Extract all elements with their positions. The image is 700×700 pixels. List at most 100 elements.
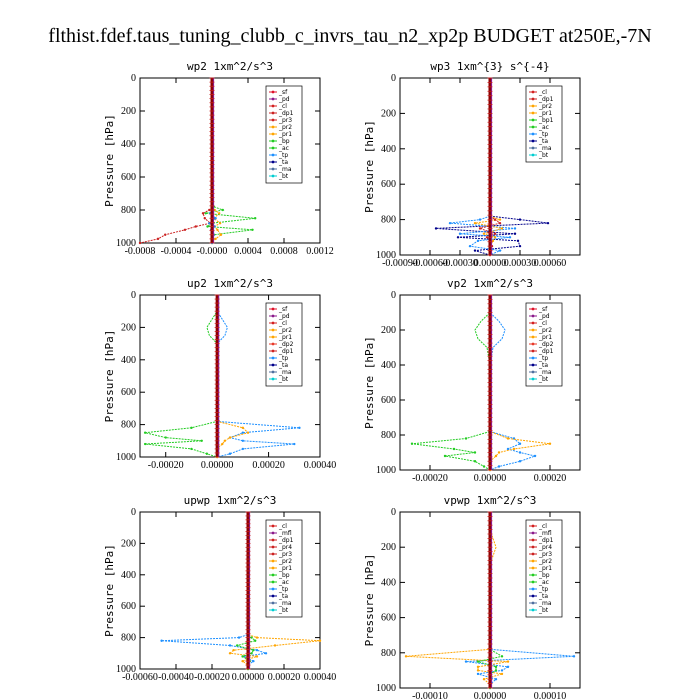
series-line-tp xyxy=(449,78,516,256)
legend-label: _ac xyxy=(278,579,289,586)
legend-marker xyxy=(531,139,535,143)
y-tick-label: 1000 xyxy=(116,664,136,675)
legend-label: _cl xyxy=(538,89,547,96)
x-tick-label: 0.00060 xyxy=(534,258,567,269)
series-point-pr1 xyxy=(255,655,259,658)
series-point-bp xyxy=(254,217,257,220)
series-point-dp1 xyxy=(194,225,197,228)
panel-title: up2 1xm^2/s^3 xyxy=(187,277,273,290)
panel-title: vpwp 1xm^2/s^3 xyxy=(444,494,537,507)
series-point-pr2 xyxy=(223,439,227,442)
legend-label: _bp1 xyxy=(538,117,554,124)
x-tick-label: -0.00020 xyxy=(148,460,184,471)
legend-marker xyxy=(531,146,535,150)
x-tick-label: 0.00020 xyxy=(252,460,285,471)
legend-marker xyxy=(531,356,535,360)
y-tick-label: 800 xyxy=(381,648,396,659)
x-tick-label: -0.00010 xyxy=(412,691,448,700)
legend-marker xyxy=(271,167,275,171)
legend-label: _pr4 xyxy=(278,544,292,551)
series-point-tp xyxy=(494,678,498,681)
legend-marker xyxy=(531,349,535,353)
series-point-dp1 xyxy=(138,241,142,245)
y-tick-label: 1000 xyxy=(116,238,136,249)
series-point-tp xyxy=(572,655,576,658)
series-point-bp xyxy=(236,644,239,647)
legend-label: _ac xyxy=(278,145,289,152)
series-point-bp xyxy=(252,648,255,652)
series-point-tp xyxy=(241,431,245,434)
legend-label: _mfl xyxy=(538,530,552,537)
legend-marker xyxy=(531,545,535,549)
legend-marker xyxy=(271,552,275,556)
x-tick-label: -0.00060 xyxy=(412,258,448,269)
legend-label: _pd xyxy=(278,96,290,103)
x-tick-label: -0.00060 xyxy=(122,672,158,683)
series-line-pr1 xyxy=(405,512,509,688)
legend-marker xyxy=(531,363,535,367)
legend-label: _dp1 xyxy=(278,348,294,355)
series-point-dp2 xyxy=(410,442,414,445)
y-tick-label: 1000 xyxy=(376,683,396,694)
y-tick-label: 200 xyxy=(121,106,136,117)
series-point-ac xyxy=(214,217,217,220)
legend-label: _ma xyxy=(538,600,552,607)
series-point-tp xyxy=(513,227,517,230)
legend-label: _pr1 xyxy=(278,565,292,572)
panel-5: upwp 1xm^2/s^3 Pressure [hPa] 0 200 400 600 80… xyxy=(103,494,336,683)
legend-label: _bt xyxy=(538,376,549,383)
series-point-bp xyxy=(250,636,253,639)
legend-label: _ma xyxy=(278,166,292,173)
legend-label: _tp xyxy=(278,586,288,593)
legend-label: _ma xyxy=(538,145,552,152)
series-point-bp xyxy=(204,212,207,215)
legend-marker xyxy=(271,524,275,528)
series-point-dp2 xyxy=(200,439,203,442)
legend-label: _pr1 xyxy=(278,131,292,138)
legend-marker xyxy=(271,314,275,318)
legend-label: _dp1 xyxy=(278,110,294,117)
series-point-pr2 xyxy=(473,221,477,225)
legend-label: _ma xyxy=(278,600,292,607)
series-point-pr1 xyxy=(228,652,232,655)
series-point-tp xyxy=(228,452,232,455)
y-tick-label: 0 xyxy=(131,73,136,84)
series-point-dp2 xyxy=(473,451,477,454)
legend-label: _ta xyxy=(278,593,288,600)
series-line-dp1 xyxy=(139,78,213,244)
x-tick-label: 0.00040 xyxy=(304,672,337,683)
panel-1: wp2 1xm^2/s^3 Pressure [hPa] 0 200 400 600 800… xyxy=(103,60,334,257)
legend-marker xyxy=(271,174,275,178)
y-tick-label: 800 xyxy=(381,430,396,441)
x-tick-label: -0.00020 xyxy=(412,473,448,484)
legend-label: _pr3 xyxy=(278,117,292,124)
panel-4: vp2 1xm^2/s^3 Pressure [hPa] 0 200 400 600 800… xyxy=(363,277,581,484)
series-point-pr2 xyxy=(494,454,498,458)
x-tick-label: 0.00000 xyxy=(474,473,507,484)
series-point-pr2 xyxy=(214,237,217,241)
x-tick-label: -0.0000 xyxy=(197,246,228,257)
x-tick-label: 0.00000 xyxy=(474,691,507,700)
legend-label: _pr2 xyxy=(538,103,552,110)
y-tick-label: 200 xyxy=(121,322,136,333)
series-point-dp2 xyxy=(143,431,147,434)
y-tick-label: 0 xyxy=(391,507,396,518)
legend-label: _dp2 xyxy=(538,341,554,348)
legend: _cl_mfl_dp1_pr4_pr3_pr2_pr1_bp_ac_tp_ta_… xyxy=(265,519,303,618)
legend-marker xyxy=(531,608,535,612)
series-point-pr1 xyxy=(482,678,486,681)
legend-marker xyxy=(531,132,535,136)
series-point-tp xyxy=(506,447,510,451)
legend-marker xyxy=(531,559,535,563)
series-point-dp1 xyxy=(183,228,187,231)
legend-label: _pd xyxy=(538,313,550,320)
panel-title: wp3 1xm^{3} s^{-4} xyxy=(430,60,549,73)
series-point-bp xyxy=(254,639,257,642)
legend-label: _dp1 xyxy=(538,537,554,544)
x-tick-label: 0.00030 xyxy=(504,258,537,269)
series-point-pr2 xyxy=(228,436,232,439)
series-line-tp xyxy=(161,512,267,669)
legend-marker xyxy=(271,363,275,367)
series-point-tp xyxy=(468,244,472,248)
series-point-pr2 xyxy=(216,228,219,231)
